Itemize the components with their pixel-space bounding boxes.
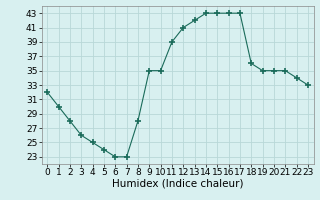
X-axis label: Humidex (Indice chaleur): Humidex (Indice chaleur) <box>112 179 243 189</box>
